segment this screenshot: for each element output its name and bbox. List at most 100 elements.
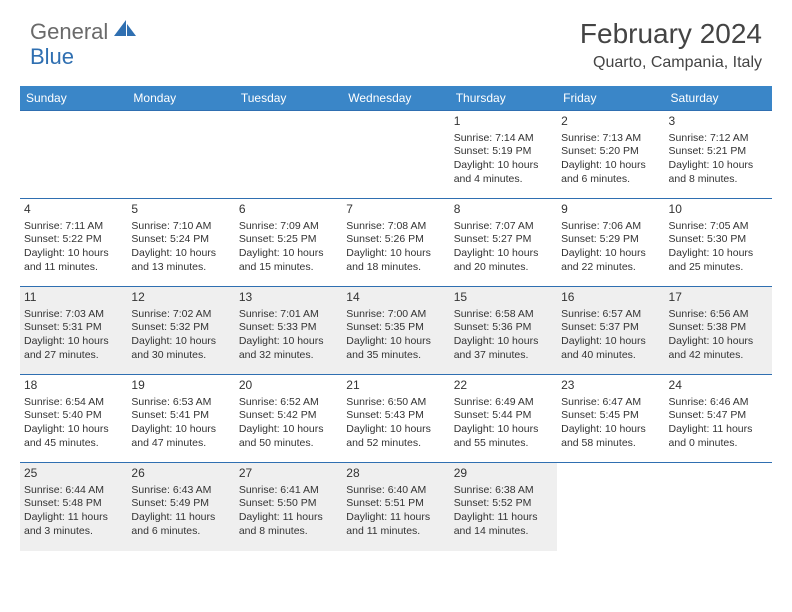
calendar-cell: 4 Sunrise: 7:11 AMSunset: 5:22 PMDaylight… [20, 199, 127, 287]
calendar-cell: 10 Sunrise: 7:05 AMSunset: 5:30 PMDayligh… [665, 199, 772, 287]
calendar-cell [557, 463, 664, 551]
day-info: Sunrise: 7:14 AMSunset: 5:19 PMDaylight:… [454, 132, 553, 187]
logo-sail-icon [112, 18, 138, 45]
day-info: Sunrise: 7:05 AMSunset: 5:30 PMDaylight:… [669, 220, 768, 275]
day-info: Sunrise: 6:54 AMSunset: 5:40 PMDaylight:… [24, 396, 123, 451]
logo-text-general: General [30, 19, 108, 45]
weekday-header: Thursday [450, 86, 557, 111]
day-info: Sunrise: 7:07 AMSunset: 5:27 PMDaylight:… [454, 220, 553, 275]
calendar-cell: 29 Sunrise: 6:38 AMSunset: 5:52 PMDayligh… [450, 463, 557, 551]
logo-text-blue: Blue [30, 44, 74, 69]
calendar-cell: 14 Sunrise: 7:00 AMSunset: 5:35 PMDayligh… [342, 287, 449, 375]
day-info: Sunrise: 7:08 AMSunset: 5:26 PMDaylight:… [346, 220, 445, 275]
calendar-cell: 18 Sunrise: 6:54 AMSunset: 5:40 PMDayligh… [20, 375, 127, 463]
calendar-cell: 20 Sunrise: 6:52 AMSunset: 5:42 PMDayligh… [235, 375, 342, 463]
day-number: 20 [239, 378, 338, 394]
calendar-cell: 22 Sunrise: 6:49 AMSunset: 5:44 PMDayligh… [450, 375, 557, 463]
calendar-cell: 11 Sunrise: 7:03 AMSunset: 5:31 PMDayligh… [20, 287, 127, 375]
day-info: Sunrise: 6:57 AMSunset: 5:37 PMDaylight:… [561, 308, 660, 363]
day-info: Sunrise: 6:49 AMSunset: 5:44 PMDaylight:… [454, 396, 553, 451]
day-info: Sunrise: 6:38 AMSunset: 5:52 PMDaylight:… [454, 484, 553, 539]
calendar-body: 1 Sunrise: 7:14 AMSunset: 5:19 PMDaylight… [20, 111, 772, 551]
calendar-cell: 12Sunrise: 7:02 AMSunset: 5:32 PMDayligh… [127, 287, 234, 375]
day-number: 7 [346, 202, 445, 218]
day-info: Sunrise: 7:11 AMSunset: 5:22 PMDaylight:… [24, 220, 123, 275]
day-info: Sunrise: 6:43 AMSunset: 5:49 PMDaylight:… [131, 484, 230, 539]
weekday-header: Saturday [665, 86, 772, 111]
calendar-cell: 8Sunrise: 7:07 AMSunset: 5:27 PMDaylight… [450, 199, 557, 287]
calendar-cell: 5 Sunrise: 7:10 AMSunset: 5:24 PMDaylight… [127, 199, 234, 287]
weekday-header-row: SundayMondayTuesdayWednesdayThursdayFrid… [20, 86, 772, 111]
calendar-cell: 7 Sunrise: 7:08 AMSunset: 5:26 PMDaylight… [342, 199, 449, 287]
day-number: 27 [239, 466, 338, 482]
day-info: Sunrise: 6:52 AMSunset: 5:42 PMDaylight:… [239, 396, 338, 451]
weekday-header: Tuesday [235, 86, 342, 111]
calendar-cell: 28 Sunrise: 6:40 AMSunset: 5:51 PMDayligh… [342, 463, 449, 551]
day-info: Sunrise: 7:01 AMSunset: 5:33 PMDaylight:… [239, 308, 338, 363]
day-number: 13 [239, 290, 338, 306]
day-number: 2 [561, 114, 660, 130]
calendar-cell [235, 111, 342, 199]
day-number: 5 [131, 202, 230, 218]
day-number: 25 [24, 466, 123, 482]
calendar-cell: 19Sunrise: 6:53 AMSunset: 5:41 PMDayligh… [127, 375, 234, 463]
calendar-cell [20, 111, 127, 199]
day-number: 28 [346, 466, 445, 482]
day-number: 16 [561, 290, 660, 306]
calendar-cell [127, 111, 234, 199]
day-info: Sunrise: 6:41 AMSunset: 5:50 PMDaylight:… [239, 484, 338, 539]
day-info: Sunrise: 6:50 AMSunset: 5:43 PMDaylight:… [346, 396, 445, 451]
day-number: 24 [669, 378, 768, 394]
calendar-cell: 26Sunrise: 6:43 AMSunset: 5:49 PMDayligh… [127, 463, 234, 551]
day-info: Sunrise: 6:53 AMSunset: 5:41 PMDaylight:… [131, 396, 230, 451]
day-info: Sunrise: 6:47 AMSunset: 5:45 PMDaylight:… [561, 396, 660, 451]
day-info: Sunrise: 7:10 AMSunset: 5:24 PMDaylight:… [131, 220, 230, 275]
day-number: 21 [346, 378, 445, 394]
calendar-row: 25 Sunrise: 6:44 AMSunset: 5:48 PMDayligh… [20, 463, 772, 551]
day-info: Sunrise: 7:00 AMSunset: 5:35 PMDaylight:… [346, 308, 445, 363]
weekday-header: Monday [127, 86, 234, 111]
day-number: 14 [346, 290, 445, 306]
location-text: Quarto, Campania, Italy [580, 54, 762, 72]
calendar-cell: 9Sunrise: 7:06 AMSunset: 5:29 PMDaylight… [557, 199, 664, 287]
day-number: 11 [24, 290, 123, 306]
calendar-cell: 13 Sunrise: 7:01 AMSunset: 5:33 PMDayligh… [235, 287, 342, 375]
day-number: 18 [24, 378, 123, 394]
page-title: February 2024 [580, 18, 762, 50]
calendar-cell: 24Sunrise: 6:46 AMSunset: 5:47 PMDayligh… [665, 375, 772, 463]
day-number: 4 [24, 202, 123, 218]
day-info: Sunrise: 7:03 AMSunset: 5:31 PMDaylight:… [24, 308, 123, 363]
day-number: 12 [131, 290, 230, 306]
calendar-cell: 3 Sunrise: 7:12 AMSunset: 5:21 PMDaylight… [665, 111, 772, 199]
weekday-header: Sunday [20, 86, 127, 111]
day-number: 15 [454, 290, 553, 306]
calendar-cell: 1 Sunrise: 7:14 AMSunset: 5:19 PMDaylight… [450, 111, 557, 199]
calendar-cell: 17Sunrise: 6:56 AMSunset: 5:38 PMDayligh… [665, 287, 772, 375]
day-number: 17 [669, 290, 768, 306]
calendar-cell: 16 Sunrise: 6:57 AMSunset: 5:37 PMDayligh… [557, 287, 664, 375]
calendar-cell: 6 Sunrise: 7:09 AMSunset: 5:25 PMDaylight… [235, 199, 342, 287]
day-info: Sunrise: 7:12 AMSunset: 5:21 PMDaylight:… [669, 132, 768, 187]
day-number: 22 [454, 378, 553, 394]
day-info: Sunrise: 6:40 AMSunset: 5:51 PMDaylight:… [346, 484, 445, 539]
day-number: 10 [669, 202, 768, 218]
day-info: Sunrise: 6:44 AMSunset: 5:48 PMDaylight:… [24, 484, 123, 539]
calendar-row: 4 Sunrise: 7:11 AMSunset: 5:22 PMDaylight… [20, 199, 772, 287]
day-info: Sunrise: 7:13 AMSunset: 5:20 PMDaylight:… [561, 132, 660, 187]
day-info: Sunrise: 6:58 AMSunset: 5:36 PMDaylight:… [454, 308, 553, 363]
day-number: 3 [669, 114, 768, 130]
day-number: 29 [454, 466, 553, 482]
calendar-cell: 23Sunrise: 6:47 AMSunset: 5:45 PMDayligh… [557, 375, 664, 463]
day-number: 6 [239, 202, 338, 218]
day-number: 1 [454, 114, 553, 130]
calendar-cell: 25 Sunrise: 6:44 AMSunset: 5:48 PMDayligh… [20, 463, 127, 551]
calendar-cell: 27 Sunrise: 6:41 AMSunset: 5:50 PMDayligh… [235, 463, 342, 551]
logo: General [30, 18, 140, 45]
day-number: 9 [561, 202, 660, 218]
day-info: Sunrise: 7:09 AMSunset: 5:25 PMDaylight:… [239, 220, 338, 275]
header: General February 2024 Quarto, Campania, … [0, 0, 792, 80]
calendar-cell: 15 Sunrise: 6:58 AMSunset: 5:36 PMDayligh… [450, 287, 557, 375]
calendar-row: 18 Sunrise: 6:54 AMSunset: 5:40 PMDayligh… [20, 375, 772, 463]
calendar-table: SundayMondayTuesdayWednesdayThursdayFrid… [20, 86, 772, 551]
calendar-cell: 2 Sunrise: 7:13 AMSunset: 5:20 PMDaylight… [557, 111, 664, 199]
